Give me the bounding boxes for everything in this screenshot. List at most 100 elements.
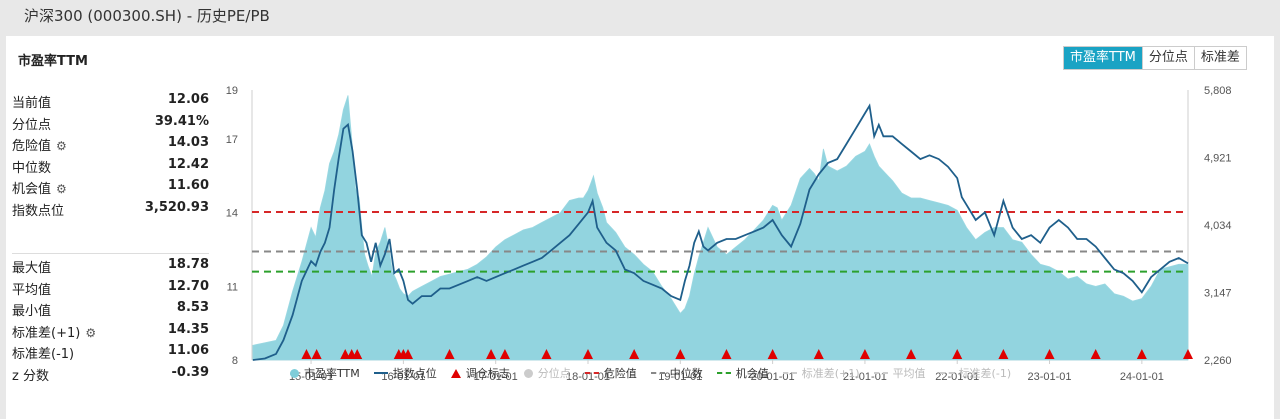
stat-value: 14.35 [167,321,209,337]
legend-item[interactable]: 分位点 [523,365,571,381]
x-tick-label: 22-01-01 [935,371,979,383]
stat-row: 机会值 ⚙ 11.60 [12,178,209,198]
rebalance-marker [859,349,870,359]
x-tick-label: 24-01-01 [1120,371,1164,383]
rebalance-marker [499,349,510,359]
stat-label-text: 中位数 [12,160,52,176]
stat-value: 8.53 [176,300,209,315]
stat-value: 11.60 [167,178,209,193]
legend-label: 市盈率TTM [304,367,360,380]
legend-label: 平均值 [892,367,926,380]
legend-symbol [716,372,731,374]
stats-divider [12,253,209,254]
y-tick-left: 17 [226,134,238,146]
legend-label: 调仓标志 [465,367,510,380]
legend-symbol [373,372,388,374]
rebalance-marker [311,349,322,359]
rebalance-marker [906,349,917,359]
stat-row: 当前值 12.06 [12,92,209,112]
stat-row: 最小值 8.53 [12,300,209,320]
legend-item[interactable]: 市盈率TTM [290,365,360,381]
stat-value: 12.06 [167,92,209,107]
rebalance-marker [403,349,413,359]
stat-label: 指数点位 [12,200,64,219]
rebalance-marker [952,349,963,359]
stat-value: 39.41% [154,113,209,129]
stat-value: 3,520.93 [144,199,209,215]
rebalance-marker [583,349,593,359]
rebalance-marker [629,349,640,359]
rebalance-marker [998,349,1009,359]
stat-row: 标准差(-1) 11.06 [12,343,209,363]
stat-value: 18.78 [167,257,209,272]
stat-label-text: 当前值 [12,96,52,111]
gear-icon[interactable]: ⚙ [56,139,67,153]
x-tick-label: 15-01-01 [289,371,333,383]
stat-row: z 分数 -0.39 [12,365,209,385]
legend-item[interactable]: 机会值 [716,365,769,381]
legend-label: 分位点 [537,367,571,380]
legend-item[interactable]: 指数点位 [373,365,437,381]
gear-icon[interactable]: ⚙ [56,182,67,196]
legend-item[interactable]: 中位数 [650,365,703,381]
y-tick-right: 4,034 [1204,220,1232,232]
gear-icon[interactable]: ⚙ [85,325,97,340]
rebalance-marker [1136,349,1147,359]
tab-pe-ttm[interactable]: 市盈率TTM [1064,47,1142,69]
stat-value: -0.39 [171,364,209,380]
y-tick-right: 5,808 [1204,85,1232,97]
stat-label: 标准差(+1) ⚙ [12,322,96,341]
stat-label-text: 最大值 [12,261,52,276]
tab-percentile[interactable]: 分位点 [1141,47,1194,69]
rebalance-marker [721,349,732,359]
stat-value: 11.06 [167,343,209,358]
x-tick-label: 23-01-01 [1028,371,1072,383]
stat-row: 中位数 12.42 [12,157,209,177]
series-index-line [252,103,1189,361]
y-tick-left: 19 [226,85,238,97]
legend-item[interactable]: 标准差(-1) [939,365,1011,381]
stat-row: 分位点 39.41% [12,114,209,134]
stat-label: 最小值 [12,300,51,319]
legend-item[interactable]: 标准差(+1) [782,365,860,381]
chart-legend: 市盈率TTM 指数点位 调仓标志 分位点 危险值 中位数 机会值 标准差(+1) 平均值 标准差(… [290,365,1011,381]
legend-symbol [939,372,954,374]
stat-label: 标准差(-1) [12,343,74,362]
x-tick-label: 17-01-01 [474,371,518,383]
legend-label: 危险值 [603,367,637,380]
y-tick-left: 8 [232,355,238,367]
stat-label: z 分数 [12,365,49,384]
stat-row: 危险值 ⚙ 14.03 [12,135,209,155]
card-title: 市盈率TTM [18,54,88,69]
stat-value: 14.03 [167,135,209,150]
legend-item[interactable]: 危险值 [584,365,637,381]
y-tick-right: 2,260 [1204,355,1232,367]
stat-label-text: 分位点 [12,117,52,133]
rebalance-marker [340,349,351,359]
tab-stddev[interactable]: 标准差 [1193,47,1246,69]
x-tick-label: 21-01-01 [843,371,887,383]
legend-symbol [290,368,299,378]
legend-symbol [523,368,533,378]
legend-label: 指数点位 [392,367,437,380]
legend-label: 标准差(+1) [801,367,860,380]
y-tick-left: 14 [226,208,238,220]
legend-item[interactable]: 调仓标志 [450,365,510,381]
rebalance-marker [1044,349,1055,359]
rebalance-marker [444,349,455,359]
stat-row: 指数点位 3,520.93 [12,200,209,220]
stat-row: 标准差(+1) ⚙ 14.35 [12,322,209,342]
stat-label: 当前值 [12,92,51,111]
rebalance-marker [675,349,686,359]
legend-symbol [584,372,599,374]
legend-symbol [450,368,461,378]
stat-label-text: 标准差(+1) [12,325,81,341]
x-tick-label: 20-01-01 [751,371,795,383]
stat-row: 平均值 12.70 [12,279,209,299]
rebalance-marker [301,349,312,359]
x-tick-label: 19-01-01 [658,371,702,383]
legend-symbol [873,372,888,374]
stat-label-text: 平均值 [12,282,52,298]
legend-item[interactable]: 平均值 [873,365,926,381]
